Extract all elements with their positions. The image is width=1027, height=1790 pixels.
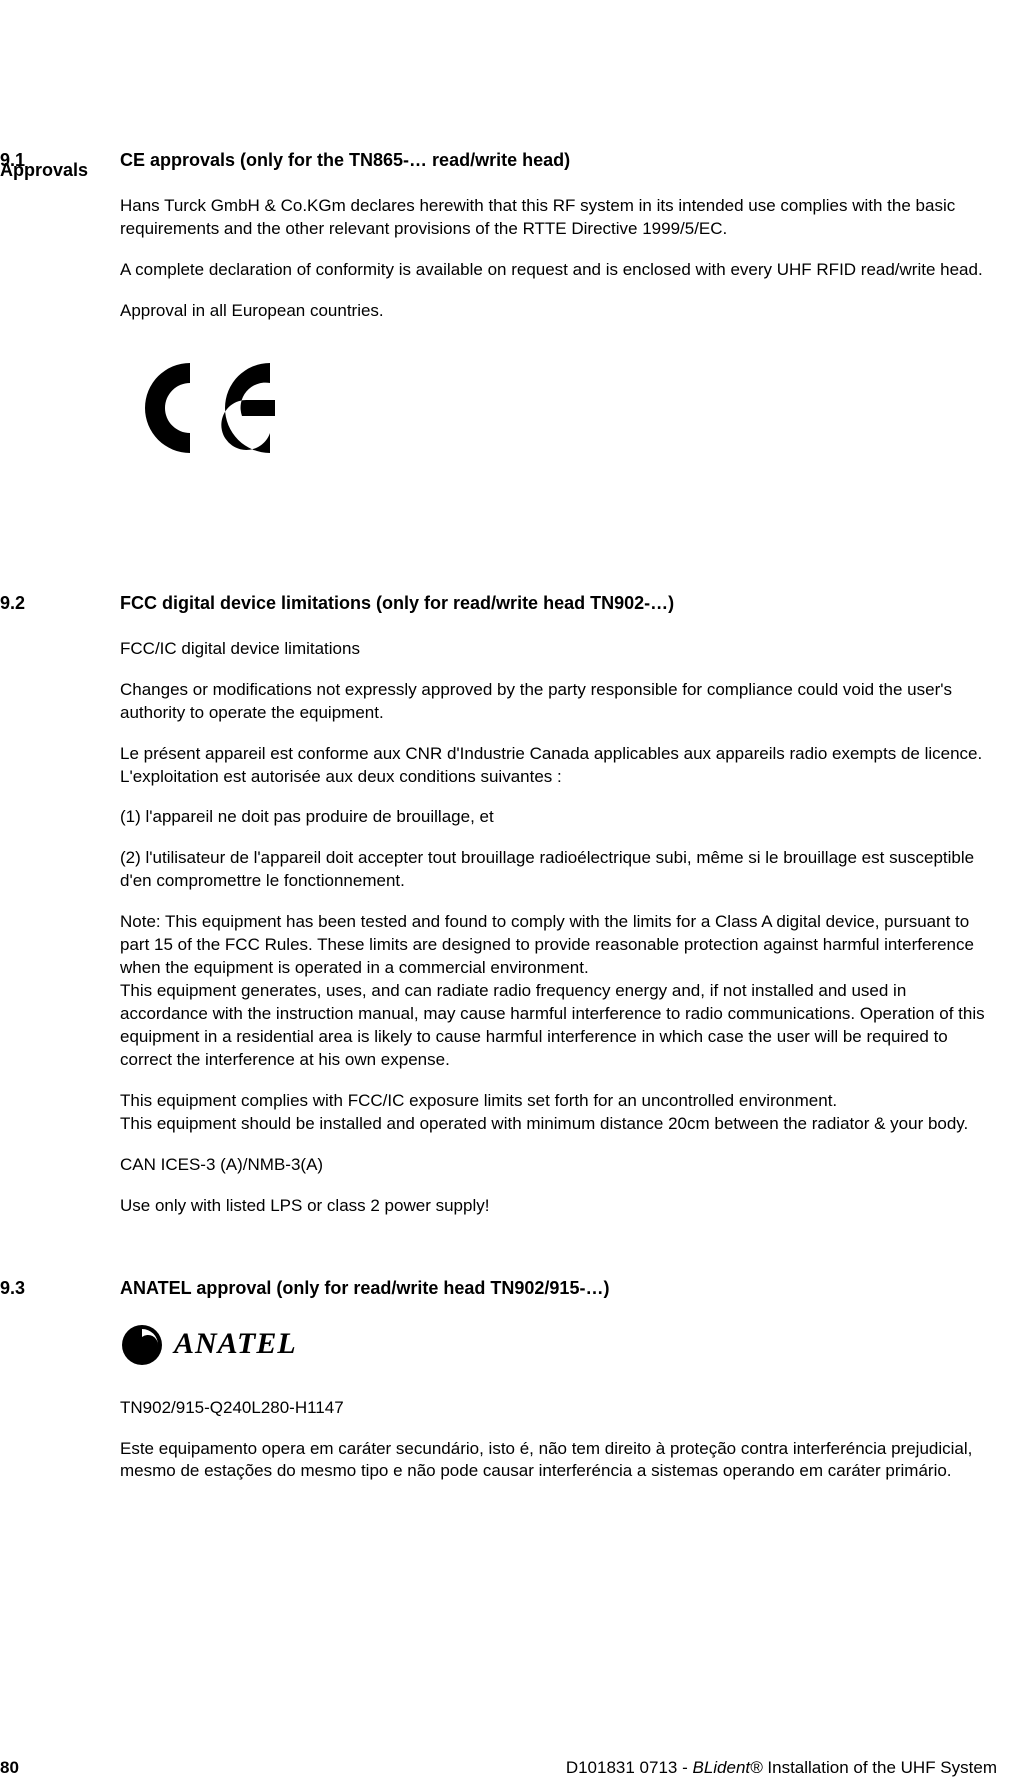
paragraph: TN902/915-Q240L280-H1147 (120, 1397, 997, 1420)
paragraph: Este equipamento opera em caráter secund… (120, 1438, 997, 1484)
section-body-9-2: FCC/IC digital device limitations Change… (120, 638, 997, 1218)
paragraph: (2) l'utilisateur de l'appareil doit acc… (120, 847, 997, 893)
anatel-logo: ANATEL (120, 1323, 997, 1367)
paragraph: Hans Turck GmbH & Co.KGm declares herewi… (120, 195, 997, 241)
paragraph: Approval in all European countries. (120, 300, 997, 323)
footer-docid-prefix: D101831 0713 - (566, 1758, 693, 1777)
paragraph: Le présent appareil est conforme aux CNR… (120, 743, 997, 789)
paragraph: Changes or modifications not expressly a… (120, 679, 997, 725)
footer-docid-suffix: Installation of the UHF System (763, 1758, 997, 1777)
footer-docid-italic: BLident® (692, 1758, 762, 1777)
paragraph: A complete declaration of conformity is … (120, 259, 997, 282)
anatel-wordmark: ANATEL (174, 1324, 297, 1365)
page-footer: 80 D101831 0713 - BLident® Installation … (0, 1758, 997, 1778)
page: Approvals 9.1 CE approvals (only for the… (0, 150, 1027, 1790)
paragraph: This equipment complies with FCC/IC expo… (120, 1090, 997, 1136)
section-title: ANATEL approval (only for read/write hea… (120, 1278, 997, 1299)
page-number: 80 (0, 1758, 19, 1778)
running-head: Approvals (0, 160, 88, 181)
ce-mark-icon (120, 353, 997, 463)
section-heading-9-2: 9.2 FCC digital device limitations (only… (0, 593, 997, 614)
paragraph: CAN ICES-3 (A)/NMB-3(A) (120, 1154, 997, 1177)
section-number: 9.3 (0, 1278, 120, 1299)
footer-doc-id: D101831 0713 - BLident® Installation of … (566, 1758, 997, 1778)
section-title: CE approvals (only for the TN865-… read/… (120, 150, 997, 171)
paragraph: Use only with listed LPS or class 2 powe… (120, 1195, 997, 1218)
paragraph: Note: This equipment has been tested and… (120, 911, 997, 1072)
section-number: 9.2 (0, 593, 120, 614)
section-title: FCC digital device limitations (only for… (120, 593, 997, 614)
section-heading-9-1: 9.1 CE approvals (only for the TN865-… r… (0, 150, 997, 171)
paragraph: (1) l'appareil ne doit pas produire de b… (120, 806, 997, 829)
anatel-swirl-icon (120, 1323, 164, 1367)
section-body-9-1: Hans Turck GmbH & Co.KGm declares herewi… (120, 195, 997, 463)
section-body-9-3: ANATEL TN902/915-Q240L280-H1147 Este equ… (120, 1323, 997, 1484)
section-heading-9-3: 9.3 ANATEL approval (only for read/write… (0, 1278, 997, 1299)
paragraph: FCC/IC digital device limitations (120, 638, 997, 661)
